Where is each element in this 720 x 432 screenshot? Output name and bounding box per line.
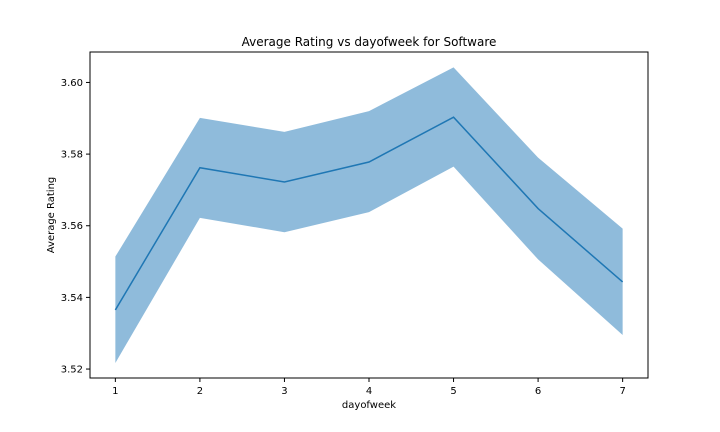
chart-title: Average Rating vs dayofweek for Software <box>242 35 497 49</box>
x-tick-label: 1 <box>112 386 118 397</box>
x-axis-label: dayofweek <box>342 400 396 411</box>
y-axis-label: Average Rating <box>46 177 57 253</box>
series-line <box>114 116 624 311</box>
y-tick-label: 3.56 <box>61 221 83 232</box>
y-tick-label: 3.60 <box>61 78 83 89</box>
x-tick-label: 6 <box>535 386 541 397</box>
x-tick-label: 2 <box>197 386 203 397</box>
x-tick-label: 7 <box>619 386 625 397</box>
y-tick-label: 3.58 <box>61 150 83 161</box>
x-tick-label: 4 <box>366 386 372 397</box>
x-tick-label: 5 <box>450 386 456 397</box>
y-tick-label: 3.54 <box>61 293 83 304</box>
confidence-band <box>115 67 623 363</box>
x-tick-label: 3 <box>281 386 287 397</box>
y-tick-label: 3.52 <box>61 365 83 376</box>
